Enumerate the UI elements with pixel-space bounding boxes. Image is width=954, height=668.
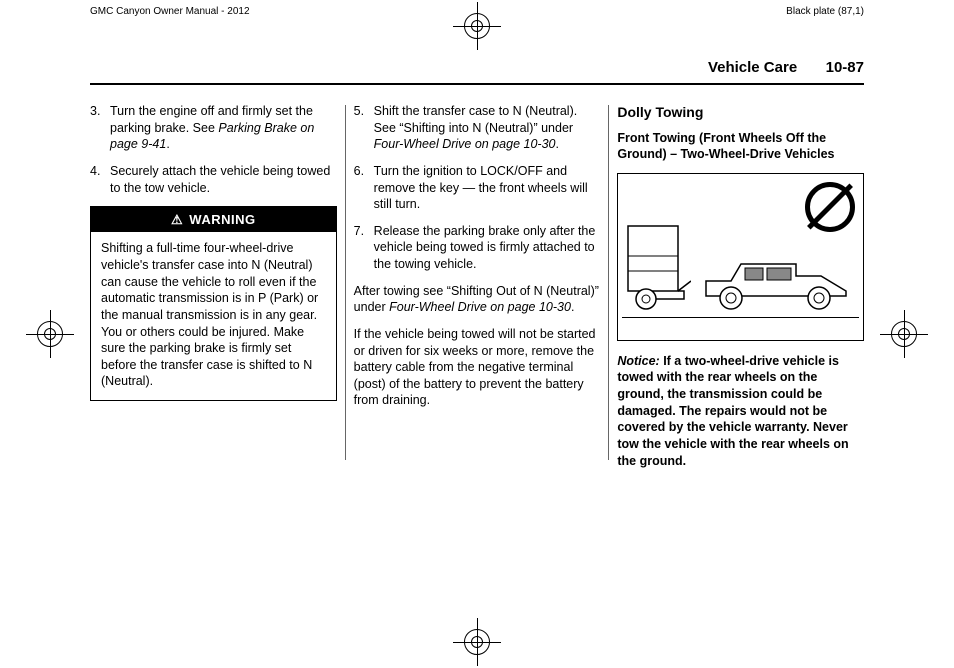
- page-number: 10-87: [826, 59, 864, 76]
- towing-illustration: [617, 173, 864, 341]
- reg-mark-right: [880, 310, 928, 358]
- list-text: Turn the ignition to LOCK/OFF and remove…: [374, 163, 601, 213]
- paragraph: After towing see “Shifting Out of N (Neu…: [354, 283, 601, 316]
- prohibit-icon: [805, 182, 855, 232]
- column-1: 3. Turn the engine off and firmly set th…: [90, 103, 345, 479]
- reg-mark-top: [453, 2, 501, 50]
- list-num: 3.: [90, 103, 110, 153]
- subheading: Dolly Towing: [617, 103, 864, 122]
- warning-body: Shifting a full-time four-wheel-drive ve…: [91, 232, 336, 400]
- list-text: Securely attach the vehicle being towed …: [110, 163, 337, 196]
- list-item: 5. Shift the transfer case to N (Neutral…: [354, 103, 601, 153]
- notice-label: Notice:: [617, 354, 659, 368]
- page-header: Vehicle Care 10-87: [90, 59, 864, 85]
- subheading-2: Front Towing (Front Wheels Off the Groun…: [617, 130, 864, 163]
- list-num: 6.: [354, 163, 374, 213]
- list-num: 7.: [354, 223, 374, 273]
- list-item: 7. Release the parking brake only after …: [354, 223, 601, 273]
- list-text: Shift the transfer case to N (Neutral). …: [374, 103, 601, 153]
- warning-title: WARNING: [189, 212, 255, 227]
- manual-title: GMC Canyon Owner Manual - 2012: [90, 6, 250, 17]
- warning-icon: ⚠: [171, 211, 183, 228]
- cross-ref: Four-Wheel Drive on page 10-30: [374, 137, 556, 151]
- cross-ref: Four-Wheel Drive on page 10-30: [389, 300, 571, 314]
- notice-paragraph: Notice: If a two-wheel-drive vehicle is …: [617, 353, 864, 469]
- column-3: Dolly Towing Front Towing (Front Wheels …: [609, 103, 864, 479]
- list-text: Release the parking brake only after the…: [374, 223, 601, 273]
- paragraph: If the vehicle being towed will not be s…: [354, 326, 601, 409]
- column-2: 5. Shift the transfer case to N (Neutral…: [346, 103, 609, 479]
- section-title: Vehicle Care: [708, 59, 797, 76]
- notice-text: If a two-wheel-drive vehicle is towed wi…: [617, 354, 848, 468]
- reg-mark-bottom: [453, 618, 501, 666]
- reg-mark-left: [26, 310, 74, 358]
- list-text: Turn the engine off and firmly set the p…: [110, 103, 337, 153]
- list-num: 4.: [90, 163, 110, 196]
- warning-box: ⚠ WARNING Shifting a full-time four-whee…: [90, 206, 337, 401]
- list-num: 5.: [354, 103, 374, 153]
- plate-info: Black plate (87,1): [786, 6, 864, 17]
- truck-icon: [701, 246, 851, 316]
- warning-header: ⚠ WARNING: [91, 207, 336, 232]
- list-item: 4. Securely attach the vehicle being tow…: [90, 163, 337, 196]
- trailer-icon: [626, 221, 691, 316]
- list-item: 3. Turn the engine off and firmly set th…: [90, 103, 337, 153]
- list-item: 6. Turn the ignition to LOCK/OFF and rem…: [354, 163, 601, 213]
